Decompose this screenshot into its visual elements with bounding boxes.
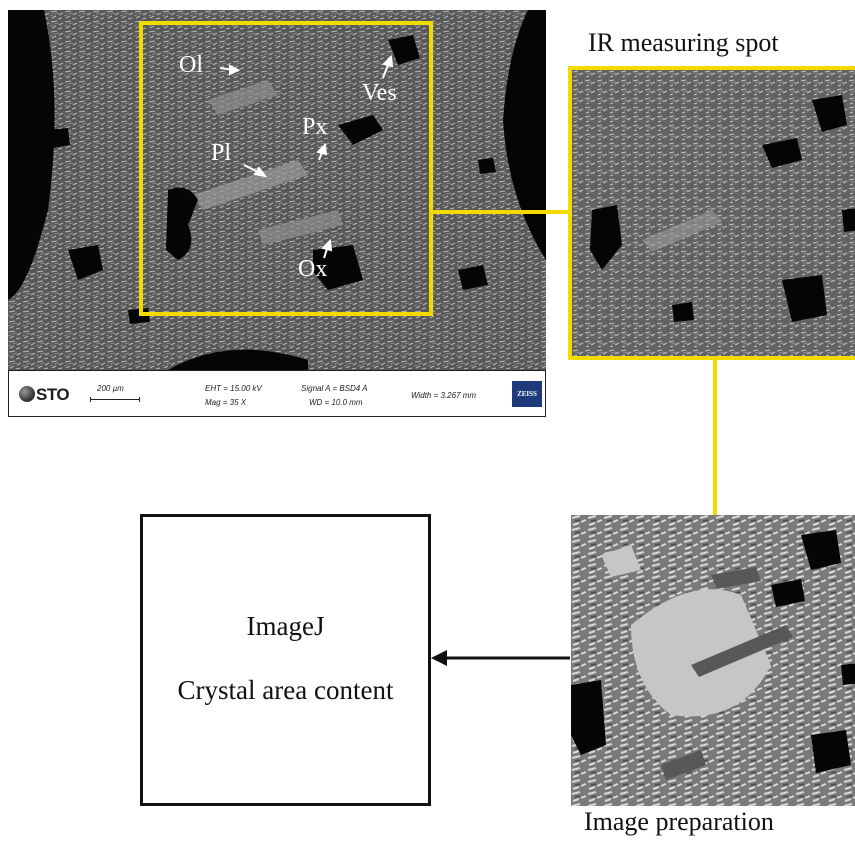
- image-prep-label: Image preparation: [584, 807, 774, 836]
- signal-value: Signal A = BSD4 A: [301, 384, 368, 393]
- scale-label: 200 µm: [97, 384, 124, 393]
- imagej-title: ImageJ: [246, 611, 325, 641]
- label-plagioclase: Pl: [211, 140, 232, 166]
- eht-value: EHT = 15.00 kV: [205, 384, 262, 393]
- ir-spot-label: IR measuring spot: [588, 28, 779, 57]
- ir-spot-texture: [572, 70, 855, 356]
- imagej-subtitle: Crystal area content: [177, 675, 394, 705]
- sem-micrograph: [8, 10, 546, 370]
- imagej-analysis-box: ImageJ Crystal area content: [140, 514, 431, 806]
- connector-vertical: [713, 360, 717, 515]
- prepared-image: [571, 515, 855, 806]
- sto-logo: STO: [19, 385, 70, 405]
- arrow-left-icon: [431, 650, 570, 666]
- width-value: Width = 3.267 mm: [411, 391, 477, 400]
- connector-horizontal: [433, 210, 570, 214]
- globe-icon: [19, 386, 35, 402]
- label-olivine: Ol: [179, 52, 203, 78]
- scale-bar: [90, 397, 140, 402]
- sem-texture: [8, 10, 546, 370]
- ir-spot-panel: [568, 66, 855, 360]
- zeiss-logo: ZEISS: [512, 381, 542, 407]
- label-vesicle: Ves: [362, 80, 397, 106]
- label-pyroxene: Px: [302, 114, 328, 140]
- sem-info-bar: STO 200 µm EHT = 15.00 kV Mag = 35 X Sig…: [8, 370, 546, 417]
- mag-value: Mag = 35 X: [205, 398, 247, 407]
- label-oxide: Ox: [298, 256, 328, 282]
- measuring-spot-frame: [139, 21, 433, 316]
- wd-value: WD = 10.0 mm: [309, 398, 363, 407]
- prepared-texture: [571, 515, 855, 806]
